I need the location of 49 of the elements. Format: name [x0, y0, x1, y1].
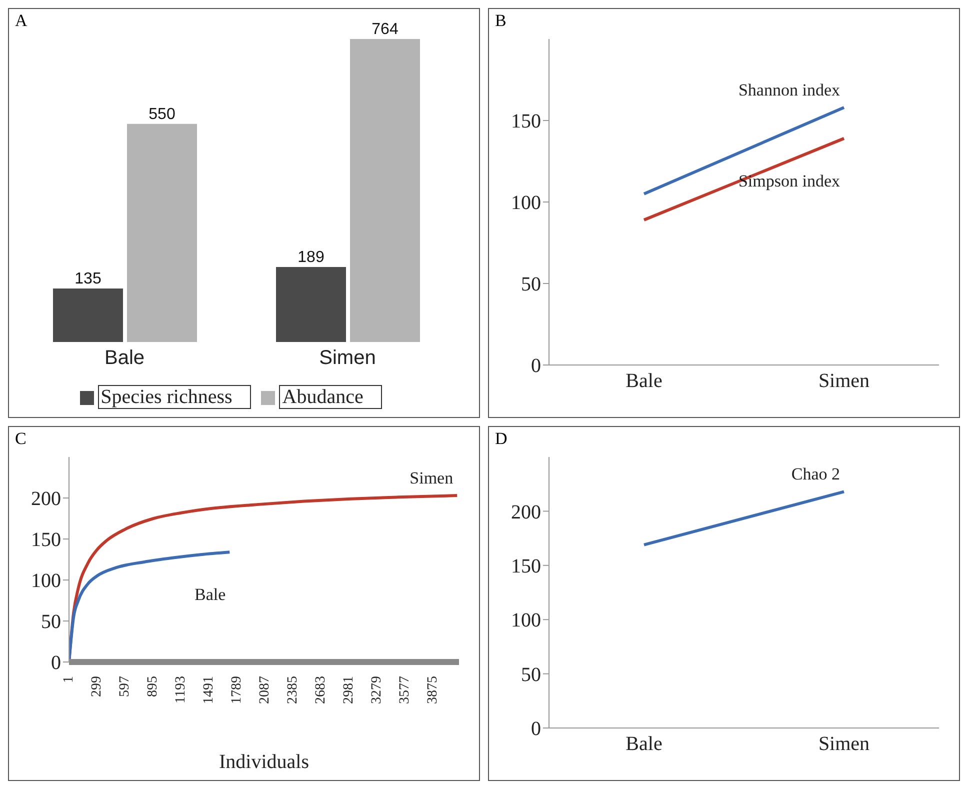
y-tick-label: 100 [31, 570, 61, 592]
series-label: Simen [410, 468, 454, 488]
data-label: 135 [74, 270, 102, 288]
x-tick-label: 1193 [174, 676, 189, 704]
y-tick-label: 200 [31, 488, 61, 510]
bar [53, 288, 123, 342]
chart-title: A [15, 11, 28, 31]
y-tick-label: 100 [511, 610, 541, 632]
data-label: 764 [372, 21, 398, 38]
x-tick-label: 3875 [426, 676, 441, 704]
x-tick-label: 299 [90, 676, 105, 697]
chart-title: B [495, 11, 506, 31]
chart-title: D [495, 429, 508, 449]
y-tick-label: 0 [531, 718, 541, 740]
bar [350, 39, 420, 342]
bar [127, 124, 197, 342]
x-tick-label: 2385 [286, 676, 301, 704]
chart-title: C [15, 429, 26, 449]
x-tick-label: 1789 [230, 676, 245, 704]
legend-label: Abudance [279, 385, 382, 409]
x-tick-label: 2683 [314, 676, 329, 704]
data-label: 550 [148, 106, 176, 123]
line-series [69, 550, 232, 662]
y-tick-label: 50 [521, 664, 541, 686]
y-tick-label: 0 [531, 355, 541, 378]
y-tick-label: 150 [31, 529, 61, 552]
x-tick-label: 2087 [258, 676, 273, 704]
x-tick-label: 895 [146, 676, 161, 697]
legend-label: Species richness [98, 385, 252, 409]
x-tick-label: 1 [62, 676, 76, 683]
data-label: 189 [298, 249, 324, 266]
x-axis-title: Individuals [219, 751, 310, 773]
series-label: Simpson index [738, 171, 840, 190]
y-tick-label: 150 [511, 110, 541, 133]
y-tick-label: 0 [51, 652, 61, 674]
x-tick-label: 597 [118, 676, 133, 697]
y-tick-label: 50 [521, 274, 541, 296]
y-tick-label: 200 [511, 501, 541, 524]
y-tick-label: 50 [41, 611, 61, 634]
x-tick-label: 2981 [342, 676, 357, 704]
series-label: Chao 2 [791, 464, 840, 484]
series-label: Bale [194, 585, 226, 604]
x-tick-label: 3279 [370, 676, 385, 704]
y-tick-label: 150 [511, 556, 541, 578]
y-tick-label: 100 [511, 192, 541, 214]
x-tick-label: 1491 [202, 676, 217, 704]
series-label: Shannon index [738, 80, 840, 100]
x-tick-label: 3577 [398, 676, 413, 704]
bar [276, 267, 346, 342]
